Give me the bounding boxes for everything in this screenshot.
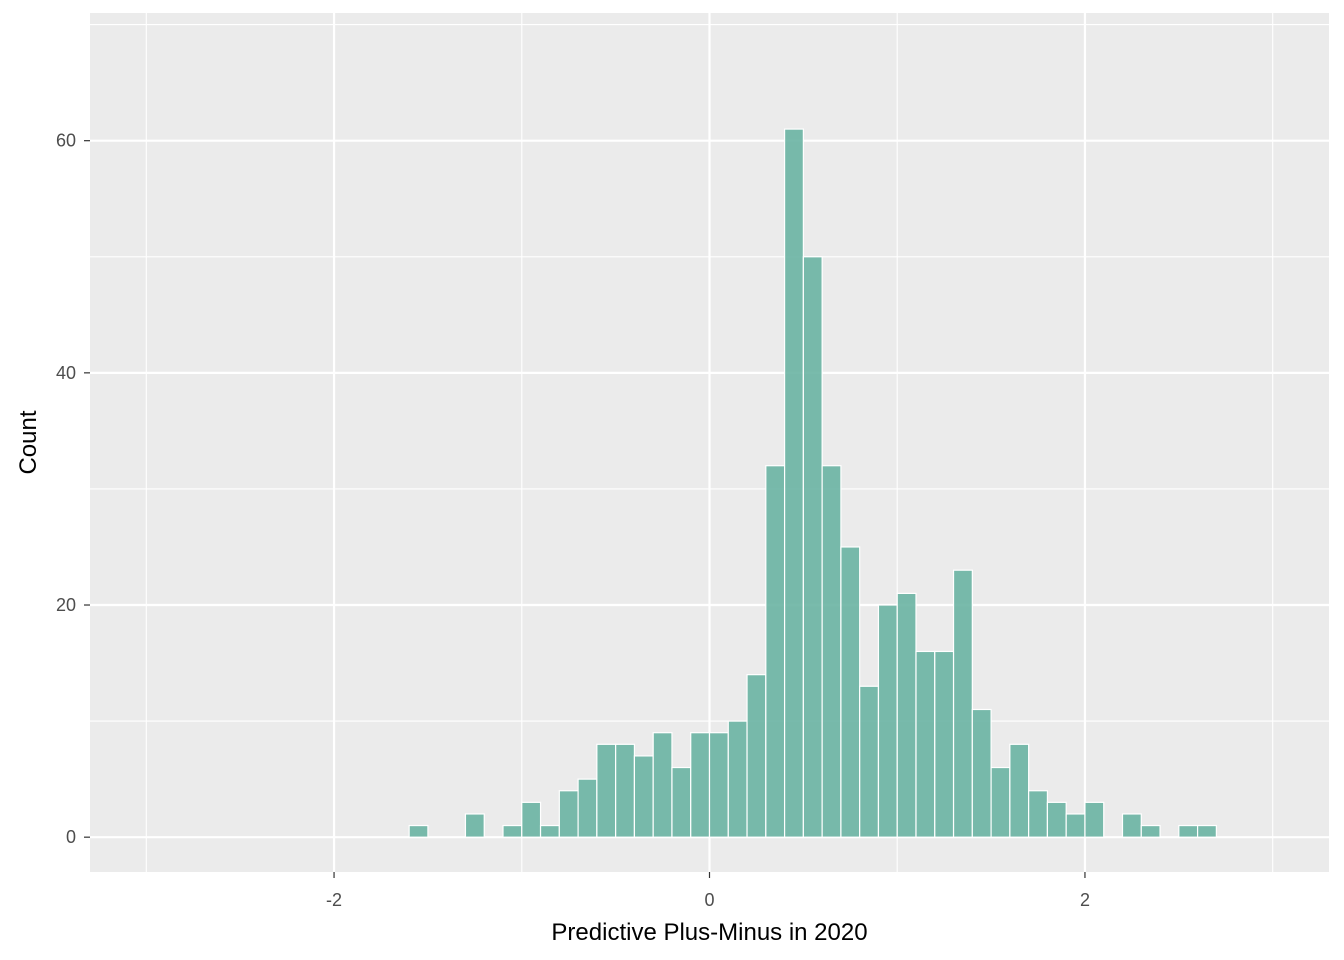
histogram-bar [708,732,729,838]
y-tick-label: 40 [56,363,76,383]
histogram-bar [596,743,617,838]
histogram-bar [990,766,1011,838]
histogram-bar [633,755,654,838]
histogram-bar [765,465,786,838]
histogram-bar [821,465,842,838]
x-tick-label: -2 [326,890,342,910]
y-axis-ticks: 0 20 40 60 [56,131,90,847]
histogram-bar [915,650,936,838]
histogram-bar [802,256,823,838]
histogram-bar [539,824,560,838]
histogram-bar [502,824,523,838]
histogram-bar [783,128,804,838]
histogram-bar [690,732,711,838]
histogram-bar [1084,801,1105,838]
x-axis-title: Predictive Plus-Minus in 2020 [551,919,867,946]
histogram-bar [952,569,973,838]
histogram-bar [464,813,485,838]
y-tick-label: 60 [56,131,76,151]
y-tick-label: 20 [56,595,76,615]
histogram-bars [145,128,1274,838]
histogram-bar [1178,824,1199,838]
histogram-bar [1065,813,1086,838]
y-tick-label: 0 [66,827,76,847]
histogram-bar [521,801,542,838]
histogram-bar [1196,824,1217,838]
histogram-bar [934,650,955,838]
histogram-bar [727,720,748,838]
histogram-bar [615,743,636,838]
histogram-bar [1121,813,1142,838]
x-axis-ticks: -2 0 2 [326,872,1090,910]
histogram-bar [408,824,429,838]
histogram-bar [877,604,898,838]
histogram-bar [671,766,692,838]
histogram-bar [1140,824,1161,838]
x-tick-label: 2 [1080,890,1090,910]
histogram-bar [1046,801,1067,838]
histogram-bar [558,790,579,838]
histogram-bar [840,546,861,838]
histogram-bar [971,708,992,838]
y-axis-title: Count [15,410,42,474]
x-tick-label: 0 [704,890,714,910]
histogram-bar [577,778,598,838]
histogram-bar [896,592,917,838]
histogram-bar [1009,743,1030,838]
histogram-bar [1028,790,1049,838]
histogram-bar [652,732,673,838]
histogram-bar [746,674,767,838]
histogram-bar [859,685,880,838]
